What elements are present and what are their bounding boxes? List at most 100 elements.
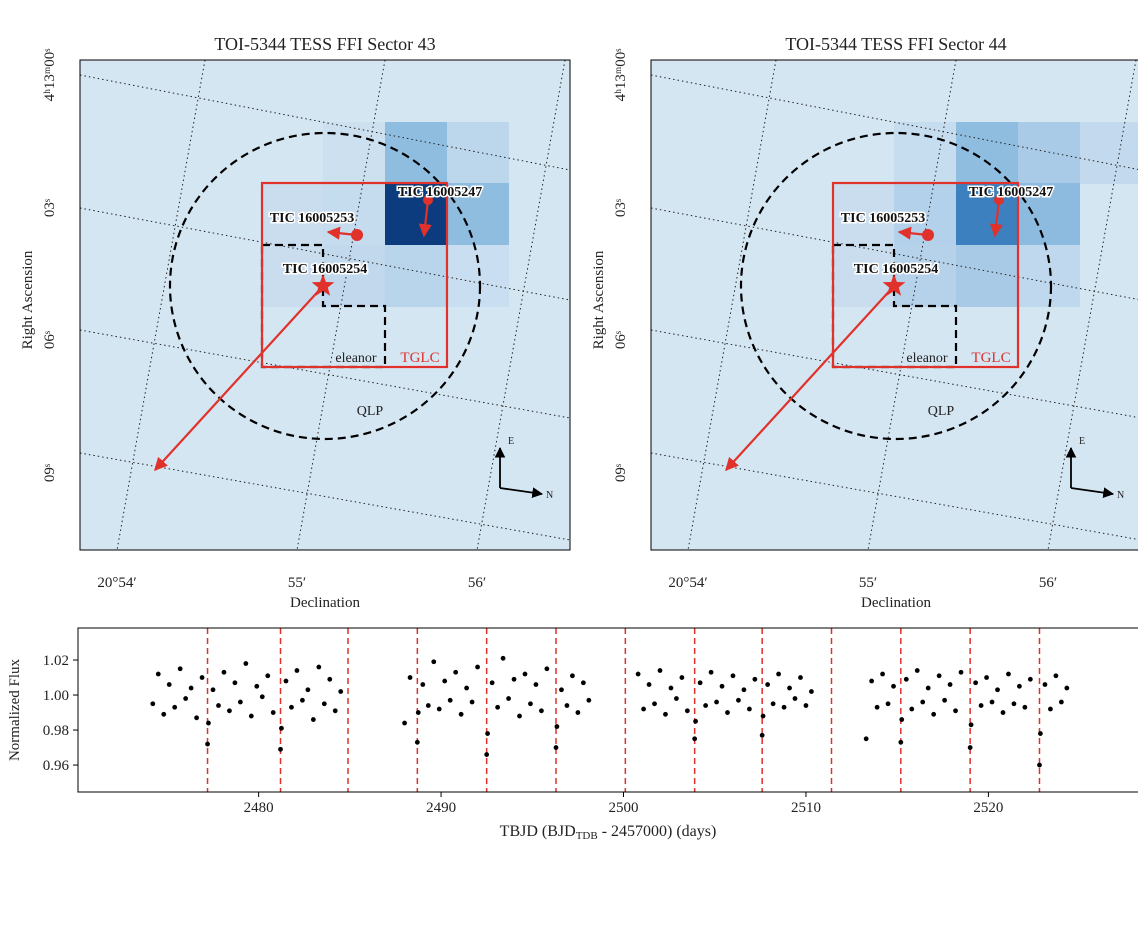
data-point [886,701,891,706]
panel-area: TIC 16005247TIC 16005253TIC 16005254elea… [651,60,1138,550]
data-point [189,686,194,691]
y-axis-label: Right Ascension [591,250,607,349]
data-point [279,726,284,731]
data-point [453,670,458,675]
data-point [995,687,1000,692]
data-point [703,703,708,708]
data-point [249,714,254,719]
data-point [150,701,155,706]
data-point [555,724,560,729]
x-axis-label-part: TDB [576,830,598,842]
data-point [284,679,289,684]
x-tick-label: 20°54′ [668,575,707,591]
data-point [448,698,453,703]
data-point [1059,700,1064,705]
data-point [338,689,343,694]
data-point [459,712,464,717]
compass-label: N [546,490,553,501]
data-point [747,707,752,712]
y-axis-label: Right Ascension [20,250,36,349]
data-point [685,708,690,713]
x-tick-label: 56′ [468,575,486,591]
data-point [647,682,652,687]
y-tick-label: 4ʰ13ᵐ00ˢ [42,49,58,102]
data-point [948,682,953,687]
data-point [752,677,757,682]
data-point [194,715,199,720]
data-point [416,710,421,715]
x-axis-label-part: TBJD (BJD [500,823,576,840]
y-tick-label: 09ˢ [42,464,58,482]
data-point [968,745,973,750]
data-point [523,672,528,677]
data-point [484,752,489,757]
data-point [222,670,227,675]
data-point [506,696,511,701]
data-point [798,675,803,680]
panel-title: TOI-5344 TESS FFI Sector 44 [785,34,1006,54]
data-point [742,687,747,692]
data-point [692,736,697,741]
data-point [254,684,259,689]
data-point [804,703,809,708]
data-point [782,705,787,710]
data-point [698,680,703,685]
data-point [442,679,447,684]
data-point [915,668,920,673]
data-point [534,682,539,687]
data-point [714,700,719,705]
data-point [490,680,495,685]
data-point [926,686,931,691]
data-point [942,698,947,703]
page: TIC 16005247TIC 16005253TIC 16005254elea… [0,0,1138,936]
aperture-label: eleanor [906,351,948,366]
data-point [869,679,874,684]
tic-label: TIC 16005247 [398,185,482,200]
data-point [990,700,995,705]
pixel [956,245,1018,307]
data-point [161,712,166,717]
data-point [1048,707,1053,712]
data-point [1028,677,1033,682]
data-point [1017,684,1022,689]
data-point [984,675,989,680]
data-point [278,747,283,752]
data-point [216,703,221,708]
data-point [979,703,984,708]
y-tick-label: 4ʰ13ᵐ00ˢ [613,49,629,102]
figure: TIC 16005247TIC 16005253TIC 16005254elea… [0,0,1138,936]
y-tick-label: 1.00 [43,688,69,704]
data-point [663,712,668,717]
data-point [243,661,248,666]
data-point [512,677,517,682]
data-point [771,701,776,706]
data-point [937,673,942,678]
data-point [156,672,161,677]
y-tick-label: 06ˢ [613,331,629,349]
data-point [205,742,210,747]
data-point [539,708,544,713]
data-point [736,698,741,703]
x-axis-label: TBJD (BJDTDB - 2457000) (days) [500,823,717,842]
data-point [920,700,925,705]
data-point [295,668,300,673]
data-point [1022,705,1027,710]
data-point [1001,710,1006,715]
x-tick-label: 55′ [288,575,306,591]
data-point [227,708,232,713]
data-point [475,665,480,670]
tic-label: TIC 16005253 [270,211,354,226]
x-tick-label: 2520 [973,800,1003,816]
data-point [864,736,869,741]
y-tick-label: 0.98 [43,723,69,739]
data-point [402,721,407,726]
data-point [973,680,978,685]
data-point [327,677,332,682]
pixel [1018,245,1080,307]
data-point [658,668,663,673]
data-point [809,689,814,694]
data-point [586,698,591,703]
